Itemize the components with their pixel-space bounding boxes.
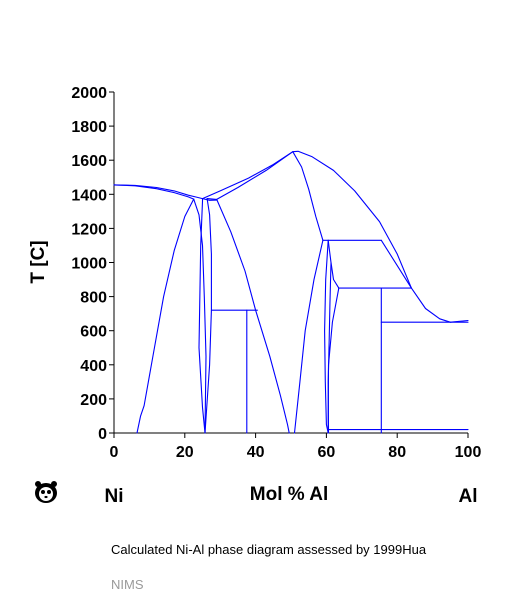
x-tick-label: 80	[388, 444, 406, 461]
y-tick-label: 1000	[71, 256, 107, 273]
source-credit: NIMS	[111, 577, 144, 592]
x-tick-label: 20	[176, 444, 194, 461]
phase-boundary-line	[201, 151, 294, 200]
phase-boundary-line	[113, 184, 195, 200]
x-axis-right-end-label: Al	[459, 486, 478, 507]
y-tick-label: 0	[98, 426, 107, 443]
x-axis-title: Mol % Al	[250, 484, 328, 505]
y-tick-label: 1600	[71, 153, 107, 170]
phase-boundary-line	[136, 198, 195, 434]
x-axis-left-end-label: Ni	[105, 486, 124, 507]
y-tick-label: 1400	[71, 187, 107, 204]
y-tick-label: 400	[80, 358, 107, 375]
phase-boundary-line	[327, 239, 340, 289]
figure-caption: Calculated Ni-Al phase diagram assessed …	[111, 542, 427, 557]
y-tick-label: 200	[80, 392, 107, 409]
chart-axes	[113, 92, 468, 434]
phase-boundary-line	[206, 151, 294, 200]
chart-ticks: 0 200 400 600 800 1000 1200 1400 1600 1800 2000 0 20…	[71, 85, 481, 461]
phase-boundaries	[113, 150, 469, 434]
x-tick-label: 40	[247, 444, 265, 461]
y-axis-title: T [C]	[28, 240, 49, 283]
phase-boundary-line	[293, 239, 324, 434]
phase-boundary-line	[193, 198, 207, 434]
phase-boundary-line	[201, 198, 218, 201]
y-tick-label: 800	[80, 290, 107, 307]
phase-boundary-line	[324, 239, 329, 434]
phase-boundary-line	[113, 184, 204, 200]
x-tick-label: 60	[318, 444, 336, 461]
y-tick-label: 2000	[71, 85, 107, 102]
y-tick-label: 1800	[71, 119, 107, 136]
phase-boundary-line	[327, 287, 340, 431]
panda-icon	[33, 480, 59, 504]
phase-boundary-line	[380, 239, 412, 289]
y-tick-label: 600	[80, 324, 107, 341]
x-tick-label: 0	[110, 444, 119, 461]
phase-boundary-line	[292, 151, 324, 241]
phase-boundary-line	[292, 150, 451, 323]
phase-boundary-line	[198, 198, 206, 434]
x-tick-label: 100	[455, 444, 482, 461]
y-tick-label: 1200	[71, 221, 107, 238]
phase-boundary-line	[216, 198, 290, 434]
phase-boundary-line	[204, 198, 212, 434]
phase-boundary-line	[449, 319, 469, 323]
